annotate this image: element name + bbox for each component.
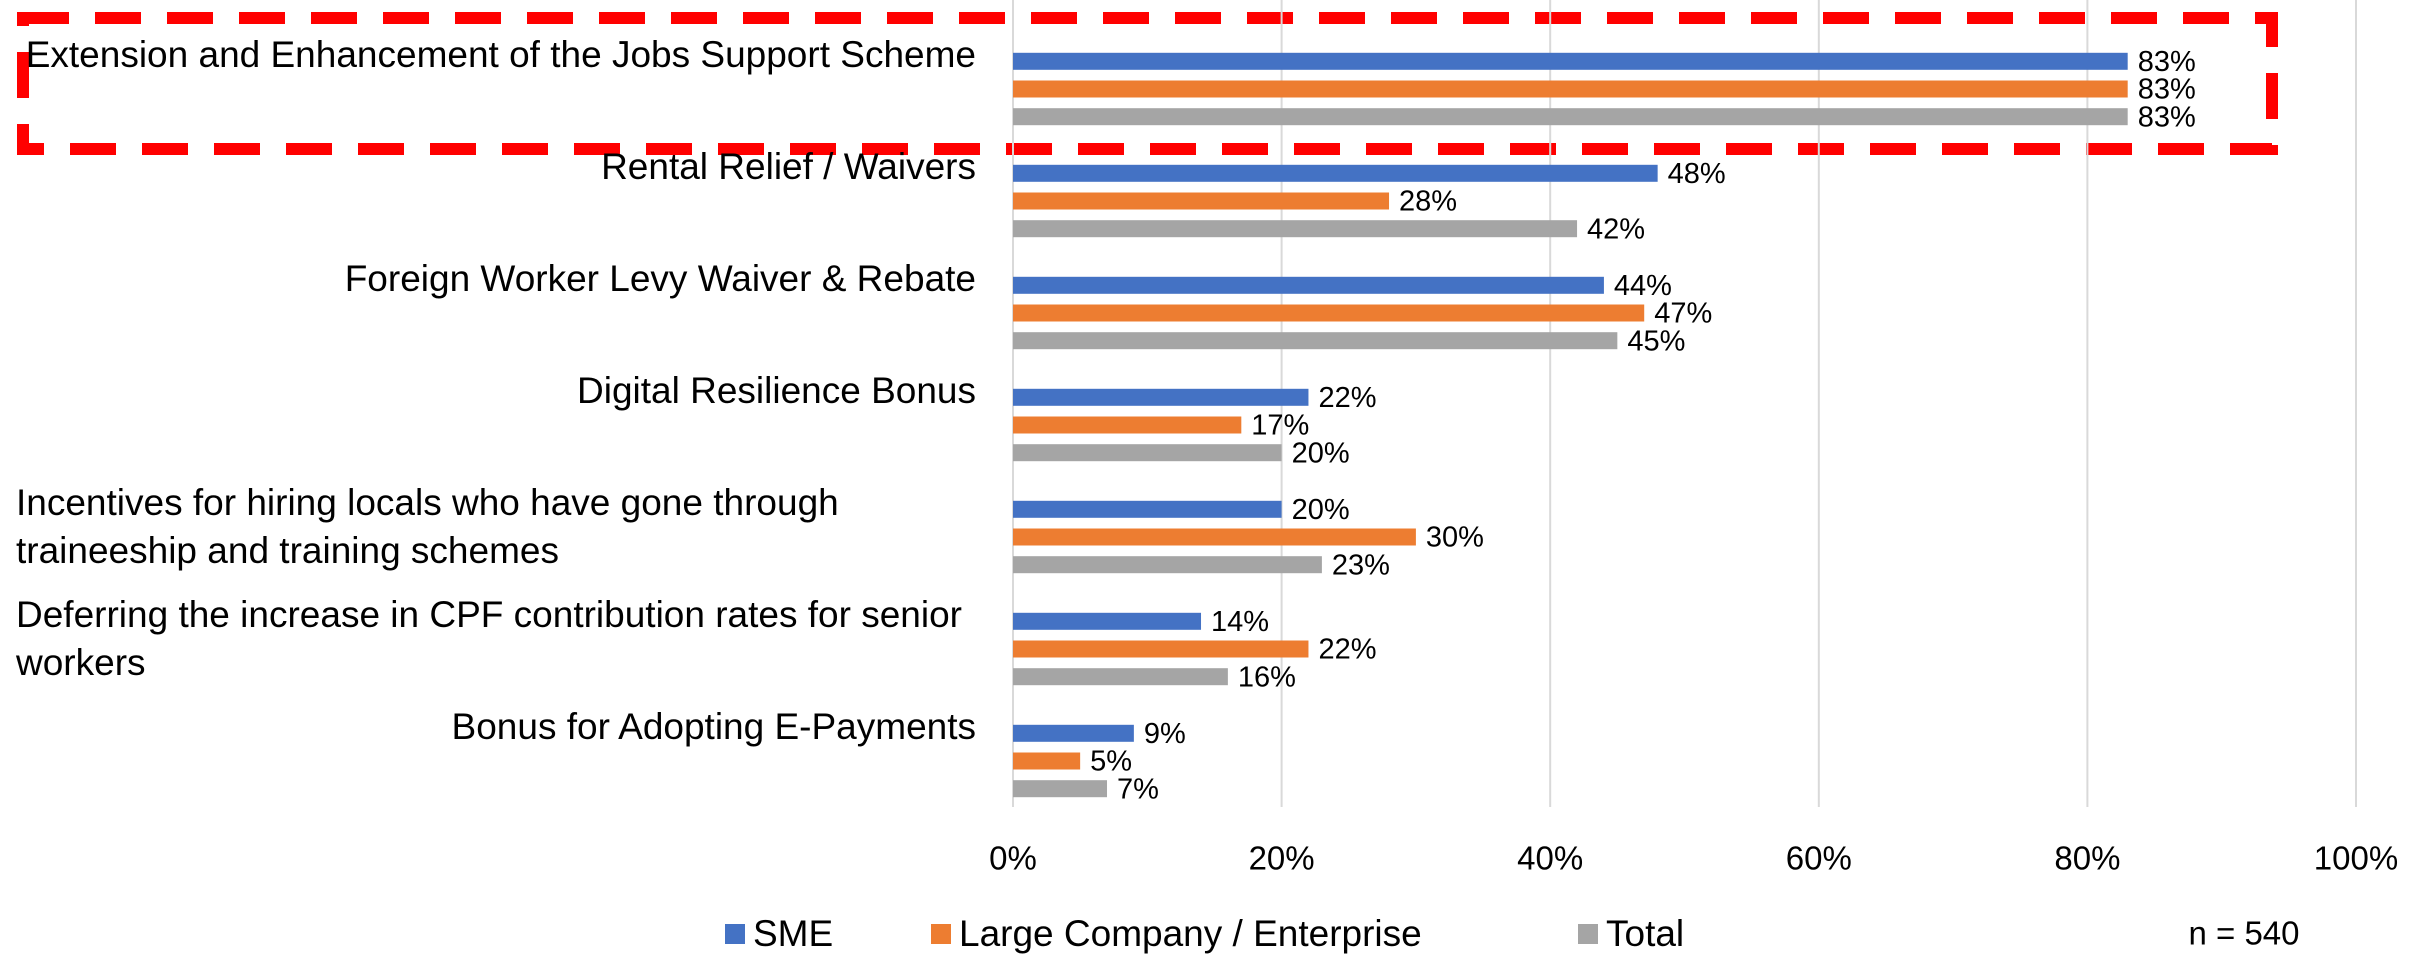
bar <box>1013 304 1645 322</box>
data-label: 5% <box>1090 746 1132 778</box>
bar <box>1013 444 1282 462</box>
x-tick-label: 100% <box>2314 840 2398 877</box>
bar <box>1013 276 1604 294</box>
bar <box>1013 724 1134 742</box>
category-label: Rental Relief / Waivers <box>601 146 976 187</box>
data-label: 45% <box>1627 325 1685 357</box>
category-label: Digital Resilience Bonus <box>577 370 976 411</box>
bar <box>1013 52 2128 70</box>
data-label: 16% <box>1238 661 1296 693</box>
data-label: 83% <box>2138 101 2196 133</box>
bar <box>1013 752 1081 770</box>
data-label: 30% <box>1426 522 1484 554</box>
bar <box>1013 556 1322 574</box>
bar <box>1013 192 1390 210</box>
data-label: 83% <box>2138 74 2196 106</box>
legend-label: Large Company / Enterprise <box>959 913 1422 954</box>
legend-label: Total <box>1606 913 1684 954</box>
bar <box>1013 80 2128 98</box>
data-label: 44% <box>1614 270 1672 302</box>
category-label: Foreign Worker Levy Waiver & Rebate <box>344 258 976 299</box>
x-tick-label: 0% <box>989 840 1037 877</box>
data-label: 7% <box>1117 773 1159 805</box>
bar <box>1013 416 1242 434</box>
bar <box>1013 108 2128 126</box>
bar <box>1013 220 1578 238</box>
data-label: 20% <box>1292 494 1350 526</box>
highlight-box <box>17 12 2278 155</box>
data-label: 20% <box>1292 437 1350 469</box>
bar <box>1013 528 1416 546</box>
bar <box>1013 640 1309 658</box>
data-label: 17% <box>1251 410 1309 442</box>
x-tick-label: 20% <box>1249 840 1315 877</box>
category-label: Deferring the increase in CPF contributi… <box>16 594 962 683</box>
category-label: Incentives for hiring locals who have go… <box>16 482 839 571</box>
legend-swatch <box>931 924 951 944</box>
x-tick-label: 60% <box>1786 840 1852 877</box>
legend-swatch <box>1578 924 1598 944</box>
data-label: 22% <box>1318 382 1376 414</box>
legend-swatch <box>725 924 745 944</box>
category-label: Extension and Enhancement of the Jobs Su… <box>25 34 976 75</box>
data-label: 9% <box>1144 718 1186 750</box>
data-label: 14% <box>1211 606 1269 638</box>
bar <box>1013 668 1228 686</box>
data-label: 22% <box>1318 634 1376 666</box>
data-label: 42% <box>1587 213 1645 245</box>
bar <box>1013 612 1202 630</box>
x-tick-label: 40% <box>1517 840 1583 877</box>
bar <box>1013 332 1618 350</box>
legend-label: SME <box>753 913 833 954</box>
data-label: 23% <box>1332 549 1390 581</box>
bar <box>1013 780 1108 798</box>
category-label: Bonus for Adopting E-Payments <box>451 706 976 747</box>
bar <box>1013 500 1282 518</box>
annotation: n = 540 <box>2188 915 2299 952</box>
data-label: 83% <box>2138 46 2196 78</box>
bar <box>1013 388 1309 406</box>
x-tick-label: 80% <box>2054 840 2120 877</box>
data-label: 48% <box>1668 158 1726 190</box>
data-label: 28% <box>1399 186 1457 218</box>
data-label: 47% <box>1654 298 1712 330</box>
bar <box>1013 164 1658 182</box>
